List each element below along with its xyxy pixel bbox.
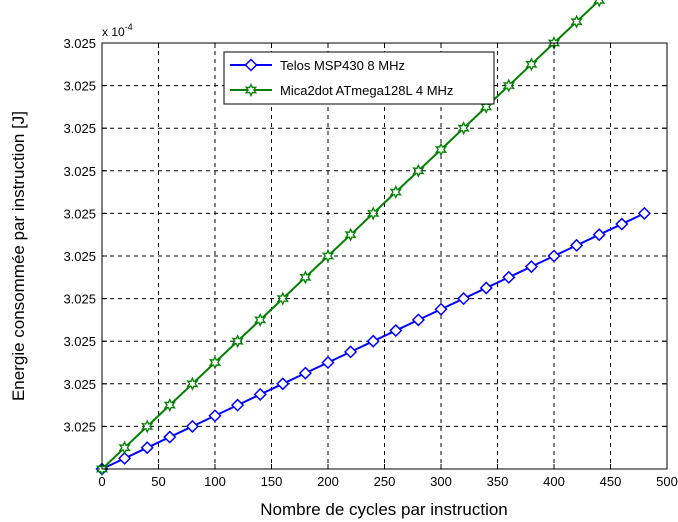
y-tick-label: 3.025 bbox=[63, 121, 96, 136]
x-tick-label: 300 bbox=[430, 474, 452, 489]
data-point bbox=[593, 0, 606, 8]
data-point bbox=[185, 419, 199, 433]
data-point bbox=[412, 163, 425, 178]
legend-marker-shape bbox=[244, 58, 258, 72]
legend-box bbox=[223, 51, 495, 105]
data-point bbox=[163, 430, 177, 444]
y-tick-label: 3.025 bbox=[63, 36, 96, 51]
y-tick-label: 3.025 bbox=[63, 377, 96, 392]
data-point bbox=[298, 366, 312, 380]
x-tick-label: 350 bbox=[487, 474, 509, 489]
ticks: 0 50 100 150 200 250 300 350 400 450 500 3.025 3.025… bbox=[63, 36, 677, 489]
data-point bbox=[321, 248, 335, 264]
data-point bbox=[253, 387, 267, 402]
y-multiplier-base: x 10 bbox=[102, 25, 125, 39]
x-tick-label: 100 bbox=[204, 474, 226, 489]
y-axis-label: Energie consommée par instruction [J] bbox=[9, 111, 28, 401]
legend-label-telos: Telos MSP430 8 MHz bbox=[280, 58, 405, 73]
data-point bbox=[141, 419, 154, 434]
x-tick-label: 450 bbox=[600, 474, 622, 489]
data-point bbox=[231, 398, 245, 412]
data-point bbox=[367, 206, 380, 221]
legend-label-mica2dot: Mica2dot ATmega128L 4 MHz bbox=[280, 83, 453, 98]
data-point bbox=[276, 291, 289, 306]
x-tick-label: 150 bbox=[261, 474, 283, 489]
legend: Telos MSP430 8 MHz Mica2dot ATmega128L 4… bbox=[223, 51, 495, 105]
legend-marker-mica2dot bbox=[244, 82, 258, 98]
x-tick-label: 400 bbox=[543, 474, 565, 489]
y-tick-label: 3.025 bbox=[63, 79, 96, 94]
data-point bbox=[344, 345, 358, 359]
data-point bbox=[502, 78, 515, 93]
data-point bbox=[140, 441, 154, 455]
data-point bbox=[366, 334, 380, 348]
y-multiplier: x 10-4 bbox=[102, 22, 133, 39]
x-tick-label: 200 bbox=[317, 474, 339, 489]
data-point bbox=[457, 121, 470, 136]
y-tick-label: 3.025 bbox=[63, 292, 96, 307]
data-point bbox=[411, 313, 425, 327]
legend-marker-telos bbox=[244, 58, 258, 72]
data-point bbox=[231, 334, 244, 349]
data-point bbox=[592, 228, 606, 242]
x-tick-label: 500 bbox=[656, 474, 678, 489]
y-tick-label: 3.025 bbox=[63, 249, 96, 264]
y-tick-label: 3.025 bbox=[63, 164, 96, 179]
y-tick-label: 3.025 bbox=[63, 419, 96, 434]
data-point bbox=[254, 312, 267, 327]
data-point bbox=[524, 260, 538, 274]
x-tick-label: 50 bbox=[151, 474, 165, 489]
data-point bbox=[479, 281, 493, 295]
x-axis-label: Nombre de cycles par instruction bbox=[260, 500, 508, 519]
y-tick-label: 3.025 bbox=[63, 334, 96, 349]
data-point bbox=[163, 398, 176, 413]
data-point bbox=[525, 57, 538, 72]
data-point bbox=[434, 142, 448, 157]
y-tick-label: 3.025 bbox=[63, 206, 96, 221]
data-point bbox=[637, 206, 651, 220]
data-point bbox=[118, 440, 131, 455]
data-point bbox=[434, 302, 448, 316]
data-point bbox=[344, 227, 357, 242]
data-point bbox=[276, 377, 290, 391]
data-point bbox=[570, 14, 583, 29]
data-point bbox=[615, 217, 629, 231]
data-point bbox=[457, 292, 471, 306]
data-point bbox=[299, 270, 312, 285]
data-point bbox=[208, 355, 222, 370]
x-tick-label: 0 bbox=[98, 474, 105, 489]
data-point bbox=[389, 323, 403, 338]
data-point bbox=[186, 376, 199, 391]
data-point bbox=[570, 238, 584, 252]
data-point bbox=[321, 355, 335, 370]
legend-marker-shape bbox=[244, 82, 258, 98]
data-point bbox=[118, 451, 132, 465]
data-point bbox=[502, 270, 516, 284]
data-point bbox=[547, 249, 561, 263]
data-point bbox=[389, 185, 402, 200]
y-multiplier-exponent: -4 bbox=[125, 22, 133, 32]
x-tick-label: 250 bbox=[374, 474, 396, 489]
data-point bbox=[208, 409, 222, 423]
